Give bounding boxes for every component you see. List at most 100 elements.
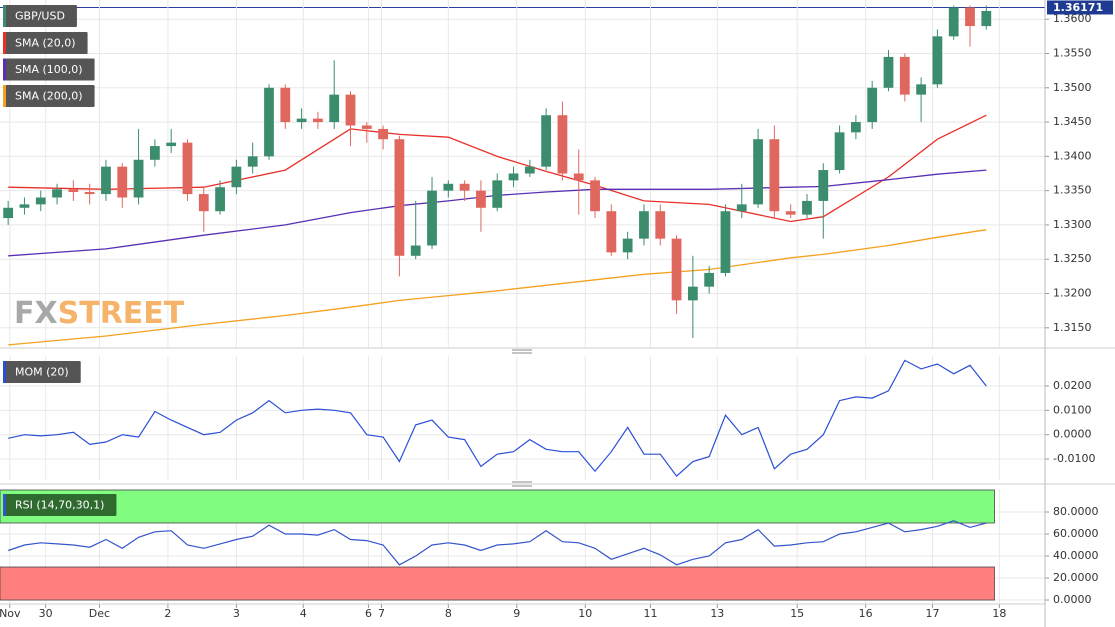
y-tick-label: 1.3350 bbox=[1053, 184, 1092, 197]
y-tick-label: 1.3450 bbox=[1053, 115, 1092, 128]
candle-body bbox=[524, 166, 535, 174]
legend-item: RSI (14,70,30,1) bbox=[3, 494, 117, 516]
candle-body bbox=[117, 166, 128, 198]
legend-swatch bbox=[3, 361, 6, 383]
indicator-line bbox=[8, 359, 987, 477]
candle-body bbox=[508, 173, 519, 181]
watermark: FXSTREET bbox=[14, 296, 185, 331]
watermark-suffix: STREET bbox=[58, 296, 185, 331]
x-tick-label: 13 bbox=[710, 607, 724, 620]
x-tick-label: 2 bbox=[164, 607, 171, 620]
overbought-zone bbox=[0, 489, 995, 524]
y-tick-label: 20.0000 bbox=[1053, 571, 1099, 584]
candle-body bbox=[557, 115, 568, 174]
last-price-tag bbox=[1047, 0, 1113, 15]
x-tick-label: 30 bbox=[39, 607, 53, 620]
y-tick-label: 80.0000 bbox=[1053, 505, 1099, 518]
candle-body bbox=[345, 94, 356, 126]
legend-item: SMA (20,0) bbox=[3, 32, 88, 54]
x-tick-label: 15 bbox=[790, 607, 804, 620]
legend-swatch bbox=[3, 5, 6, 27]
candle-body bbox=[916, 84, 926, 95]
oversold-zone bbox=[0, 566, 995, 601]
legend-label: MOM (20) bbox=[15, 366, 69, 379]
panel-grip bbox=[512, 349, 532, 487]
candle-body bbox=[541, 115, 552, 167]
y-tick-label: 1.3550 bbox=[1053, 46, 1092, 59]
x-tick-label: 10 bbox=[578, 607, 592, 620]
candle-body bbox=[84, 192, 95, 195]
legend-box bbox=[3, 32, 88, 54]
candle-body bbox=[3, 207, 14, 219]
candle-body bbox=[296, 118, 307, 123]
candle-body bbox=[52, 189, 62, 198]
sma-line bbox=[8, 114, 987, 223]
y-tick-label: 1.3500 bbox=[1053, 81, 1092, 94]
legend-swatch bbox=[3, 58, 6, 81]
candle-body bbox=[427, 190, 437, 246]
candle-body bbox=[133, 159, 144, 198]
candle-body bbox=[932, 36, 943, 85]
candle-body bbox=[573, 173, 584, 181]
candle-body bbox=[704, 272, 715, 287]
candle-body bbox=[19, 204, 30, 208]
y-tick-label: -0.0100 bbox=[1053, 452, 1095, 465]
y-tick-label: 1.3200 bbox=[1053, 287, 1092, 300]
candle-body bbox=[476, 190, 486, 208]
candle-body bbox=[149, 146, 160, 160]
candle-body bbox=[867, 87, 878, 123]
y-tick-label: 1.3150 bbox=[1053, 321, 1092, 334]
y-tick-label: 1.3250 bbox=[1053, 252, 1092, 265]
y-tick-label: 0.0200 bbox=[1053, 379, 1092, 392]
sma-line bbox=[8, 169, 987, 257]
legend-label: SMA (20,0) bbox=[15, 37, 76, 50]
legend-item: MOM (20) bbox=[3, 361, 81, 383]
candle-body bbox=[394, 139, 405, 256]
candle-body bbox=[883, 56, 894, 88]
x-tick-label: 3 bbox=[233, 607, 240, 620]
x-tick-label: 16 bbox=[859, 607, 873, 620]
legend-swatch bbox=[3, 85, 6, 107]
candle-body bbox=[182, 142, 193, 195]
legend-box bbox=[3, 58, 95, 81]
candle-body bbox=[834, 132, 845, 171]
candle-body bbox=[198, 194, 209, 212]
candle-body bbox=[410, 245, 421, 256]
x-tick-label: 11 bbox=[643, 607, 657, 620]
candle-body bbox=[361, 125, 372, 129]
legend-item: SMA (100,0) bbox=[3, 58, 95, 81]
candle-body bbox=[492, 180, 503, 208]
candle-body bbox=[687, 286, 698, 301]
candle-body bbox=[313, 118, 323, 123]
legend-box bbox=[3, 5, 77, 27]
x-tick-label: 7 bbox=[378, 607, 385, 620]
grid-layer bbox=[0, 0, 1049, 608]
candle-body bbox=[215, 187, 225, 212]
candle-body bbox=[753, 139, 763, 205]
candle-body bbox=[68, 189, 79, 193]
candle-body bbox=[655, 211, 666, 239]
candle-body bbox=[443, 183, 454, 191]
candle-body bbox=[590, 180, 600, 212]
candle-body bbox=[35, 197, 46, 205]
candle-body bbox=[280, 87, 291, 123]
last-price-label: 1.36171 bbox=[1053, 1, 1103, 14]
candle-body bbox=[802, 200, 812, 215]
candle-body bbox=[736, 204, 747, 212]
legend-label: GBP/USD bbox=[15, 10, 65, 23]
y-tick-label: 60.0000 bbox=[1053, 527, 1099, 540]
candle-body bbox=[639, 211, 649, 239]
indicator-line bbox=[8, 520, 987, 566]
candle-body bbox=[671, 238, 682, 301]
candle-body bbox=[785, 211, 796, 215]
x-tick-label: 18 bbox=[992, 607, 1006, 620]
legend-item: SMA (200,0) bbox=[3, 85, 95, 107]
watermark-prefix: FX bbox=[14, 296, 58, 331]
y-tick-label: 0.0000 bbox=[1053, 593, 1092, 606]
y-tick-label: 1.3600 bbox=[1053, 12, 1092, 25]
candle-body bbox=[606, 211, 617, 253]
y-tick-label: 1.3400 bbox=[1053, 149, 1092, 162]
x-tick-label: 9 bbox=[513, 607, 520, 620]
